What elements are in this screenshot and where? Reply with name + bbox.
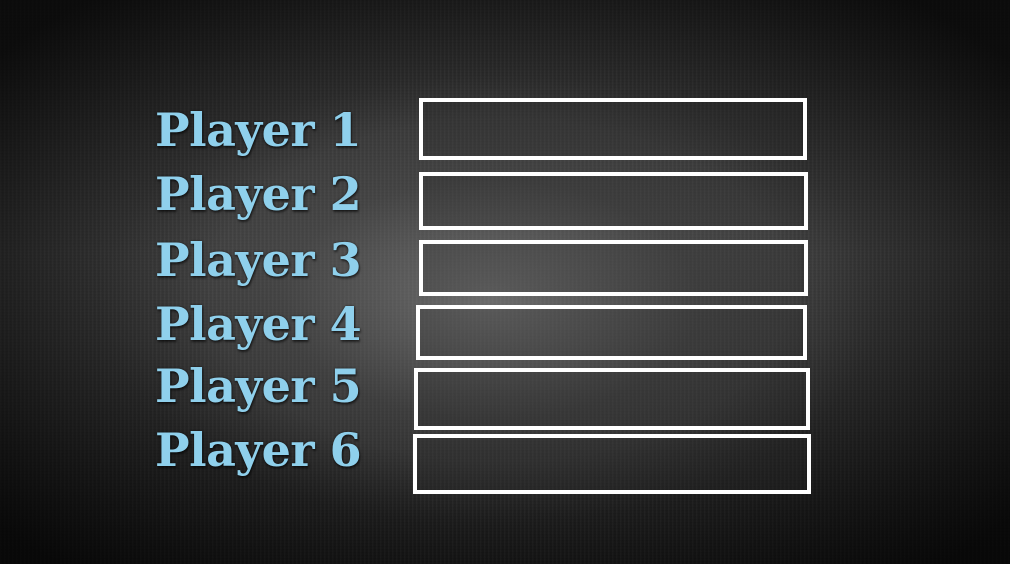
player-2-name-input[interactable] xyxy=(419,172,808,230)
player-1-name-input[interactable] xyxy=(419,98,807,160)
player-5-label: Player 5 xyxy=(155,359,362,413)
player-row-3: Player 3 xyxy=(0,228,1010,296)
player-5-name-input[interactable] xyxy=(414,368,810,430)
player-4-label: Player 4 xyxy=(155,297,362,351)
player-6-label: Player 6 xyxy=(155,423,362,477)
player-4-name-input[interactable] xyxy=(416,305,807,360)
player-row-4: Player 4 xyxy=(0,292,1010,360)
player-row-6: Player 6 xyxy=(0,418,1010,494)
player-row-5: Player 5 xyxy=(0,354,1010,430)
player-1-label: Player 1 xyxy=(155,103,362,157)
player-3-label: Player 3 xyxy=(155,233,362,287)
player-3-name-input[interactable] xyxy=(419,240,808,296)
player-2-label: Player 2 xyxy=(155,167,362,221)
player-6-name-input[interactable] xyxy=(413,434,811,494)
player-row-2: Player 2 xyxy=(0,164,1010,230)
player-row-1: Player 1 xyxy=(0,98,1010,162)
